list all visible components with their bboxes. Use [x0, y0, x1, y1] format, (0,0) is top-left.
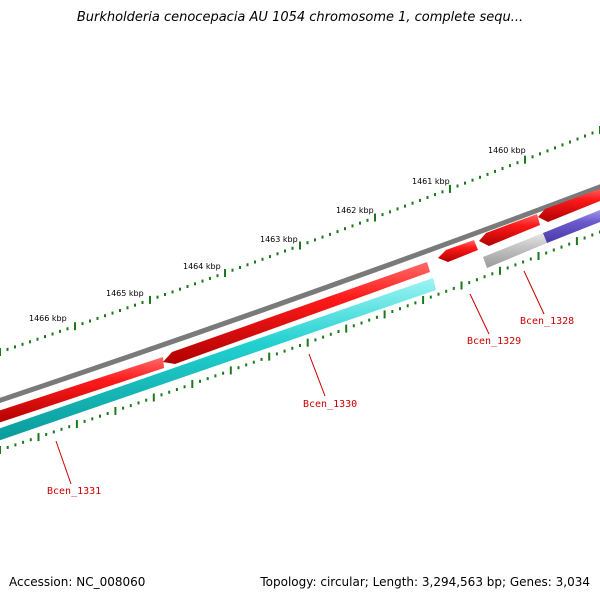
- kbp-label-1463: 1463 kbp: [260, 235, 298, 244]
- genome-backbone: [0, 184, 600, 403]
- cds-bcen-1330[interactable]: [0, 278, 436, 442]
- leader-bcen-1329: [469, 293, 490, 335]
- kbp-label-1466: 1466 kbp: [29, 314, 67, 323]
- kbp-label-1462: 1462 kbp: [336, 206, 374, 215]
- cds-bcen-1329[interactable]: [438, 240, 478, 262]
- ruler-minor-ticks: [0, 126, 600, 356]
- topology-info: Topology: circular; Length: 3,294,563 bp…: [260, 575, 590, 589]
- map-title: Burkholderia cenocepacia AU 1054 chromos…: [76, 10, 524, 25]
- accession-value: NC_008060: [76, 575, 146, 589]
- leader-bcen-1328: [523, 270, 545, 315]
- kbp-label-1465: 1465 kbp: [106, 289, 144, 298]
- cds-gray[interactable]: [483, 233, 547, 268]
- cds-forward-main[interactable]: [163, 262, 430, 364]
- kbp-label-1461: 1461 kbp: [412, 177, 450, 186]
- kbp-label-1464: 1464 kbp: [183, 262, 221, 271]
- inner-ruler-ticks: [0, 230, 600, 454]
- kbp-label-1460: 1460 kbp: [488, 146, 526, 155]
- leader-bcen-1330: [308, 353, 326, 397]
- cds-bcen-1328[interactable]: [543, 208, 600, 243]
- cds-forward-far-right[interactable]: [538, 187, 600, 222]
- accession-label: Accession:: [9, 575, 73, 589]
- gene-label-bcen-1328[interactable]: Bcen_1328: [520, 316, 574, 327]
- gene-label-bcen-1331[interactable]: Bcen_1331: [47, 486, 101, 497]
- gene-label-bcen-1329[interactable]: Bcen_1329: [467, 336, 521, 347]
- leader-bcen-1331: [55, 440, 72, 485]
- cds-forward-left[interactable]: [0, 357, 164, 424]
- gene-label-bcen-1330[interactable]: Bcen_1330: [303, 399, 357, 410]
- accession-info: Accession: NC_008060: [9, 575, 145, 589]
- cds-forward-right[interactable]: [479, 214, 540, 246]
